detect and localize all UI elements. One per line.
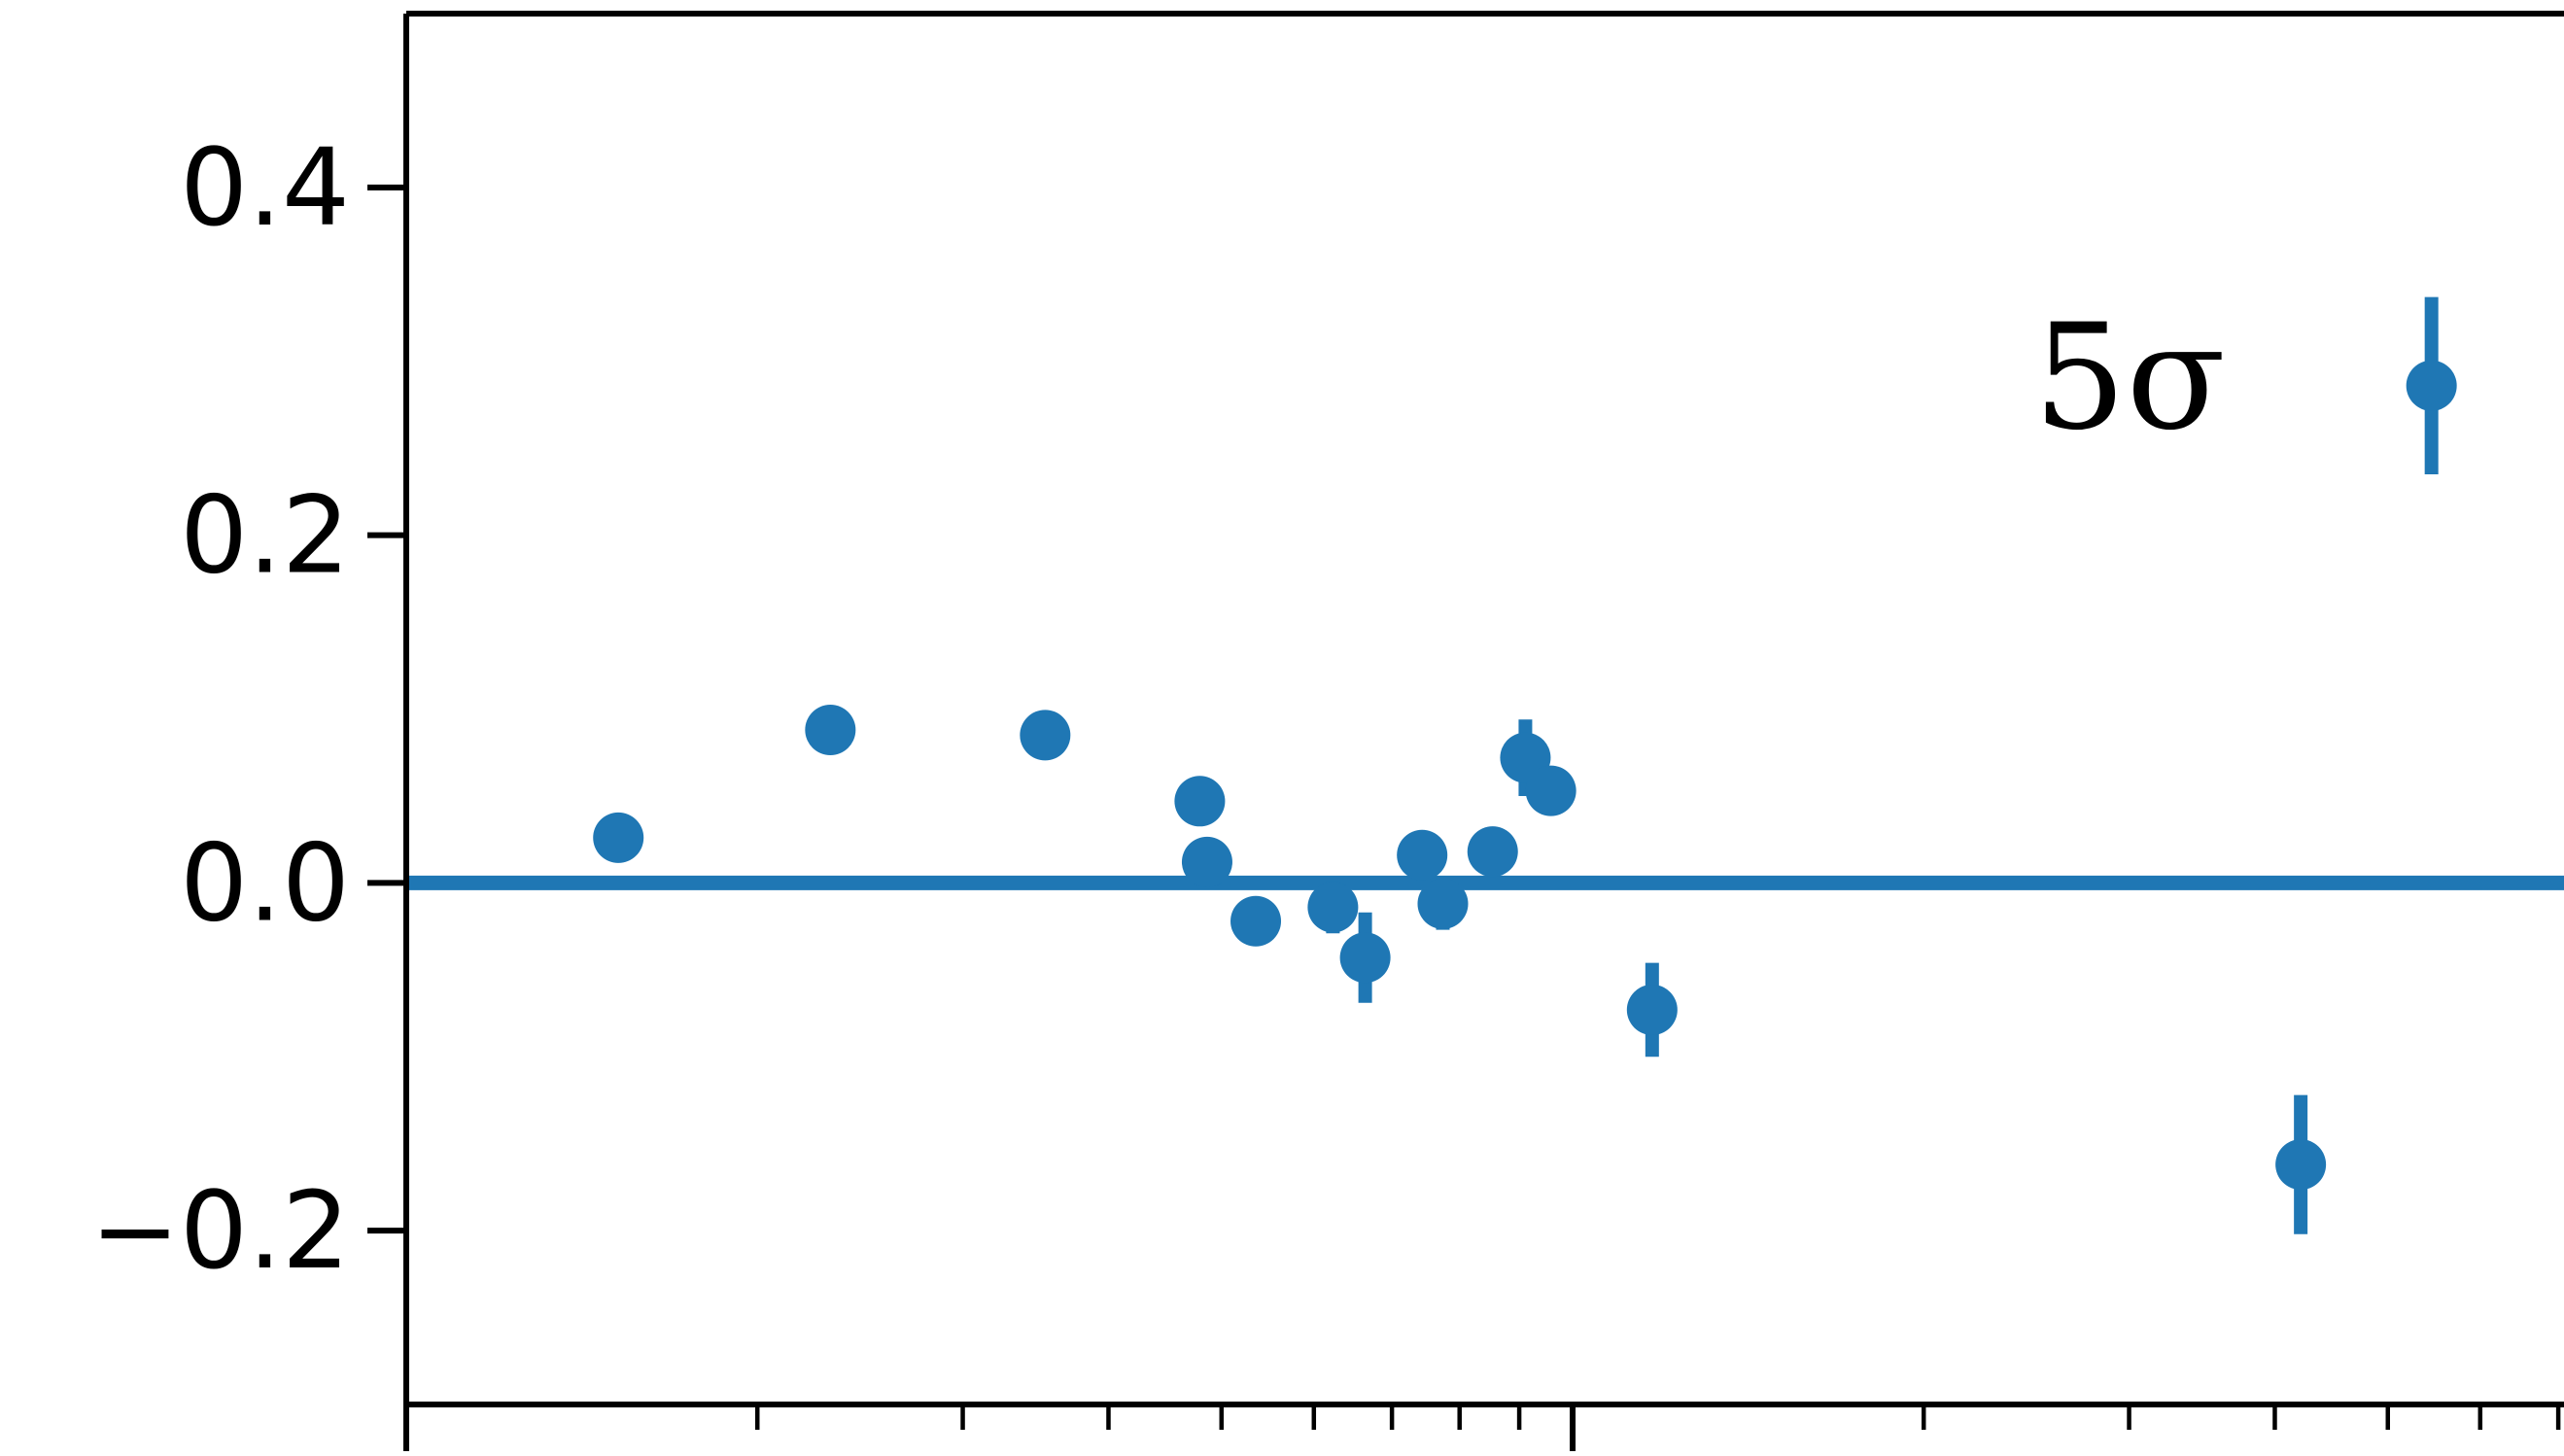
data-point (1397, 829, 1448, 881)
point-marker (1020, 710, 1071, 761)
y-tick-label: 0.4 (180, 125, 350, 250)
data-point (1339, 912, 1391, 1003)
point-marker (1339, 932, 1391, 984)
point-marker (1397, 829, 1448, 881)
data-point (805, 704, 856, 755)
y-tick-label: 0.0 (180, 820, 350, 945)
data-point (1174, 776, 1226, 827)
point-marker (1525, 765, 1577, 816)
point-marker (593, 812, 644, 863)
data-point (593, 812, 644, 863)
y-tick-label: −0.2 (90, 1168, 350, 1293)
data-point (2275, 1094, 2327, 1234)
point-marker (1181, 836, 1232, 887)
point-marker (1230, 895, 1282, 947)
point-marker (1307, 882, 1359, 933)
data-point (2406, 296, 2457, 475)
point-marker (1417, 878, 1469, 929)
point-marker (1626, 984, 1678, 1035)
point-marker (1174, 776, 1226, 827)
data-point (1181, 836, 1232, 887)
point-marker (805, 704, 856, 755)
data-point (1307, 881, 1359, 934)
data-point (1467, 826, 1518, 878)
data-point (1417, 878, 1469, 930)
y-tick-label: 0.2 (180, 473, 350, 598)
point-marker (1467, 826, 1518, 878)
data-point (1626, 962, 1678, 1057)
data-point (1525, 765, 1577, 816)
data-point (1230, 895, 1282, 947)
point-marker (2406, 360, 2457, 411)
point-marker (2275, 1139, 2327, 1191)
sigma-annotation: 5σ (2033, 294, 2226, 463)
data-point (1020, 710, 1071, 761)
